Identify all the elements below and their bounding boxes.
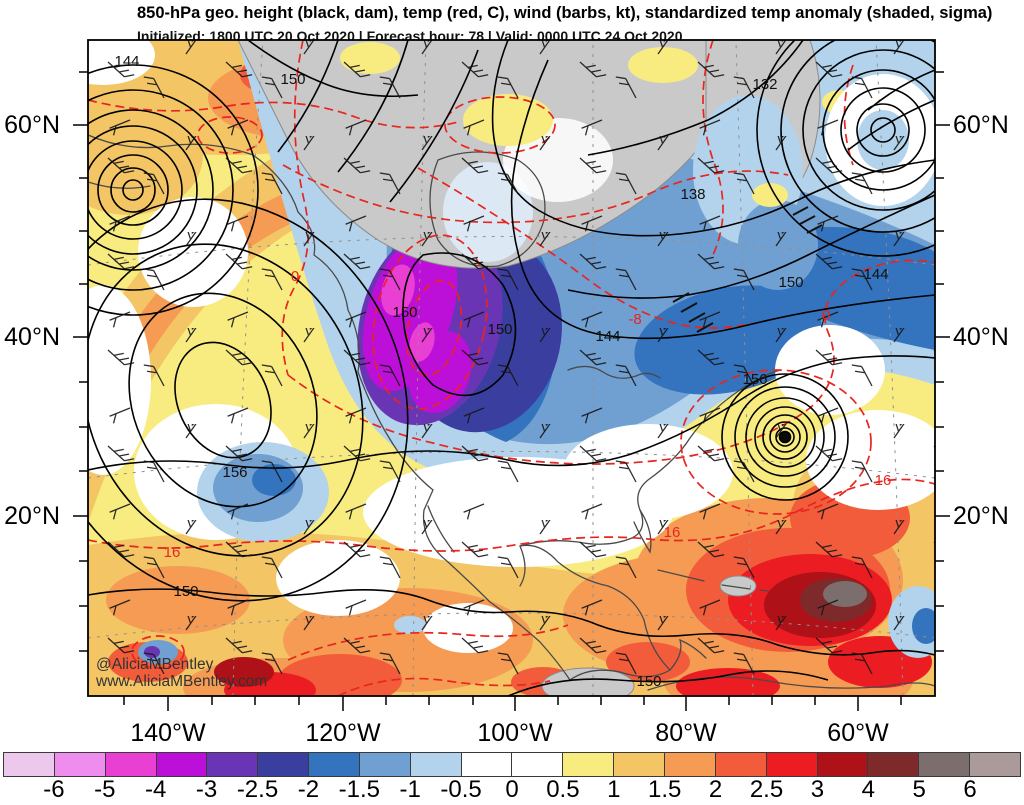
map-interior: 144 150 132 138 150 144 150 150 144 156 156 150 150 0… bbox=[88, 40, 935, 696]
colorbar-labels: -6 -5 -4 -3 -2.5 -2 -1.5 -1 -0.5 0 0.5 1 1.5 2 2.5 3 4 5 6 bbox=[3, 776, 1021, 804]
chart-title: 850-hPa geo. height (black, dam), temp (… bbox=[137, 4, 993, 22]
colorbar-box bbox=[614, 752, 665, 777]
colorbar-box bbox=[105, 752, 157, 777]
lat-label-40n-right: 40°N bbox=[953, 323, 1009, 351]
temp-contour-label: 0 bbox=[291, 268, 299, 285]
colorbar-box bbox=[309, 752, 360, 777]
colorbar-tick-label: 1.5 bbox=[648, 776, 682, 803]
colorbar-box bbox=[54, 752, 106, 777]
lon-label-100w: 100°W bbox=[477, 719, 553, 747]
lat-label-20n-right: 20°N bbox=[953, 502, 1009, 530]
height-contour-label: 132 bbox=[752, 76, 777, 93]
contour-labels: 144 150 132 138 150 144 150 150 144 156 156 150 150 0… bbox=[114, 53, 891, 690]
watermark-line1: @AliciaMBentley bbox=[96, 656, 214, 673]
height-contour-label: 150 bbox=[173, 583, 198, 600]
axis-ticks bbox=[73, 71, 950, 711]
colorbar-tick-label: -6 bbox=[43, 776, 65, 803]
wind-barbs-layer bbox=[88, 40, 935, 696]
colorbar-box bbox=[817, 752, 869, 777]
lat-label-60n-left: 60°N bbox=[4, 111, 60, 139]
lon-label-120w: 120°W bbox=[305, 719, 381, 747]
colorbar-box bbox=[563, 752, 615, 777]
colorbar bbox=[3, 752, 1021, 777]
temp-contour-label: 16 bbox=[875, 472, 892, 489]
colorbar-tick-label: 1 bbox=[607, 776, 621, 803]
lat-label-40n-left: 40°N bbox=[4, 323, 60, 351]
lon-label-80w: 80°W bbox=[655, 719, 717, 747]
lat-label-20n-left: 20°N bbox=[4, 502, 60, 530]
height-contour-label: 144 bbox=[114, 53, 139, 70]
colorbar-tick-label: 0 bbox=[505, 776, 519, 803]
height-contour-label: 144 bbox=[863, 266, 888, 283]
colorbar-box bbox=[512, 752, 564, 777]
colorbar-tick-label: 3 bbox=[810, 776, 825, 803]
colorbar-box bbox=[258, 752, 310, 777]
colorbar-tick-label: -5 bbox=[94, 776, 116, 803]
jet-hatch bbox=[672, 206, 823, 333]
colorbar-box bbox=[970, 752, 1021, 777]
colorbar-box bbox=[919, 752, 971, 777]
height-contour-label: 156 bbox=[742, 371, 767, 388]
lon-label-60w: 60°W bbox=[827, 719, 889, 747]
colorbar-tick-label: -1 bbox=[399, 776, 421, 803]
watermark-line2: www.AliciaMBentley.com bbox=[96, 673, 268, 690]
height-contour-label: 150 bbox=[280, 71, 305, 88]
colorbar-tick-label: 2.5 bbox=[749, 776, 784, 803]
colorbar-tick-label: 0.5 bbox=[546, 776, 580, 803]
lat-label-60n-right: 60°N bbox=[953, 111, 1009, 139]
height-contour-label: 138 bbox=[680, 186, 705, 203]
colorbar-tick-label: 6 bbox=[963, 776, 977, 803]
height-contour-label: 150 bbox=[392, 304, 417, 321]
colorbar-tick-label: -2.5 bbox=[236, 776, 279, 803]
temp-contour-label: -8 bbox=[628, 311, 641, 328]
colorbar-tick-label: 2 bbox=[708, 776, 723, 803]
colorbar-box bbox=[715, 752, 767, 777]
colorbar-box bbox=[3, 752, 55, 777]
colorbar-box bbox=[359, 752, 411, 777]
height-contour-label: 150 bbox=[487, 321, 512, 338]
colorbar-box bbox=[461, 752, 513, 777]
height-contour-label: 150 bbox=[778, 274, 803, 291]
colorbar-tick-label: -3 bbox=[195, 776, 218, 803]
colorbar-box bbox=[410, 752, 462, 777]
watermark: @AliciaMBentley www.AliciaMBentley.com bbox=[96, 656, 267, 690]
height-contour-label: 156 bbox=[222, 464, 247, 481]
temp-contour-label: 16 bbox=[664, 524, 681, 541]
colorbar-box bbox=[766, 752, 818, 777]
colorbar-box bbox=[664, 752, 716, 777]
map-frame bbox=[87, 39, 936, 697]
lon-label-140w: 140°W bbox=[130, 719, 206, 747]
weather-map: 144 150 132 138 150 144 150 150 144 156 156 150 150 0… bbox=[73, 39, 950, 711]
height-contour-label: 150 bbox=[636, 673, 661, 690]
colorbar-tick-label: 4 bbox=[861, 776, 875, 803]
colorbar-box bbox=[207, 752, 259, 777]
colorbar-tick-label: 5 bbox=[912, 776, 926, 803]
colorbar-tick-label: -1.5 bbox=[338, 776, 380, 803]
temp-contour-label: 0 bbox=[822, 307, 830, 324]
colorbar-tick-label: -2 bbox=[297, 776, 320, 803]
colorbar-tick-label: -0.5 bbox=[440, 776, 482, 803]
height-contour-label: 144 bbox=[595, 328, 620, 345]
colorbar-tick-label: -4 bbox=[145, 776, 167, 803]
colorbar-box bbox=[156, 752, 208, 777]
temp-contour-label: 16 bbox=[164, 544, 181, 561]
colorbar-box bbox=[868, 752, 920, 777]
